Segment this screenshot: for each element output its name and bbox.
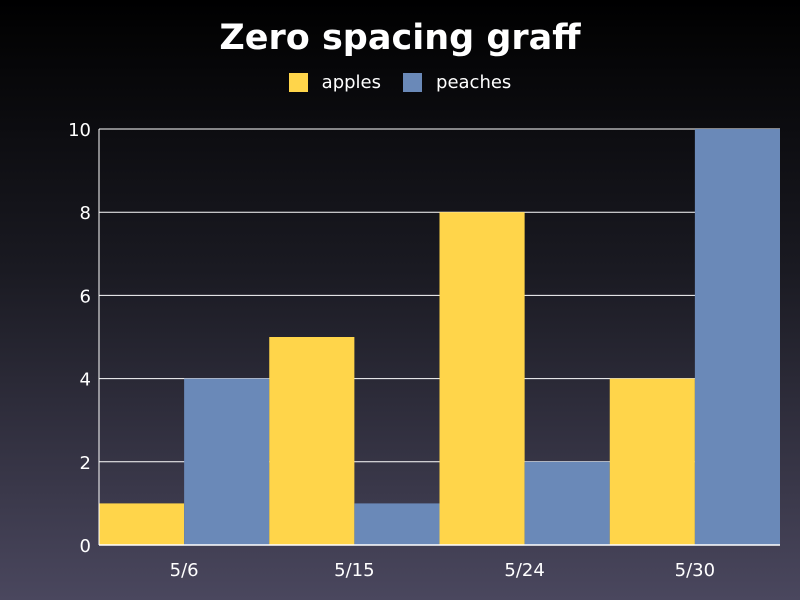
bar-peaches-2 <box>524 461 610 545</box>
x-tick-label: 5/15 <box>334 560 374 581</box>
y-tick-label: 10 <box>68 120 91 141</box>
y-tick-label: 0 <box>80 536 91 557</box>
bar-peaches-3 <box>694 129 780 545</box>
bar-peaches-0 <box>184 378 270 545</box>
y-tick-label: 6 <box>80 286 91 307</box>
y-tick-label: 4 <box>80 370 91 391</box>
legend-label-peaches: peaches <box>436 72 512 93</box>
bar-apples-2 <box>439 212 525 545</box>
y-tick-label: 2 <box>80 453 91 474</box>
bar-apples-0 <box>99 503 185 545</box>
x-tick-label: 5/30 <box>675 560 715 581</box>
legend: apples peaches <box>0 72 800 93</box>
y-tick-label: 8 <box>80 203 91 224</box>
legend-item-peaches: peaches <box>403 72 511 93</box>
chart-title: Zero spacing graff <box>219 18 581 58</box>
legend-swatch-peaches <box>403 73 423 92</box>
bar-apples-3 <box>609 378 695 545</box>
legend-item-apples: apples <box>288 72 382 93</box>
bar-apples-1 <box>269 337 355 545</box>
legend-label-apples: apples <box>321 72 382 93</box>
legend-swatch-apples <box>288 73 308 92</box>
x-tick-label: 5/24 <box>504 560 544 581</box>
bar-peaches-1 <box>354 503 440 545</box>
x-tick-label: 5/6 <box>170 560 199 581</box>
